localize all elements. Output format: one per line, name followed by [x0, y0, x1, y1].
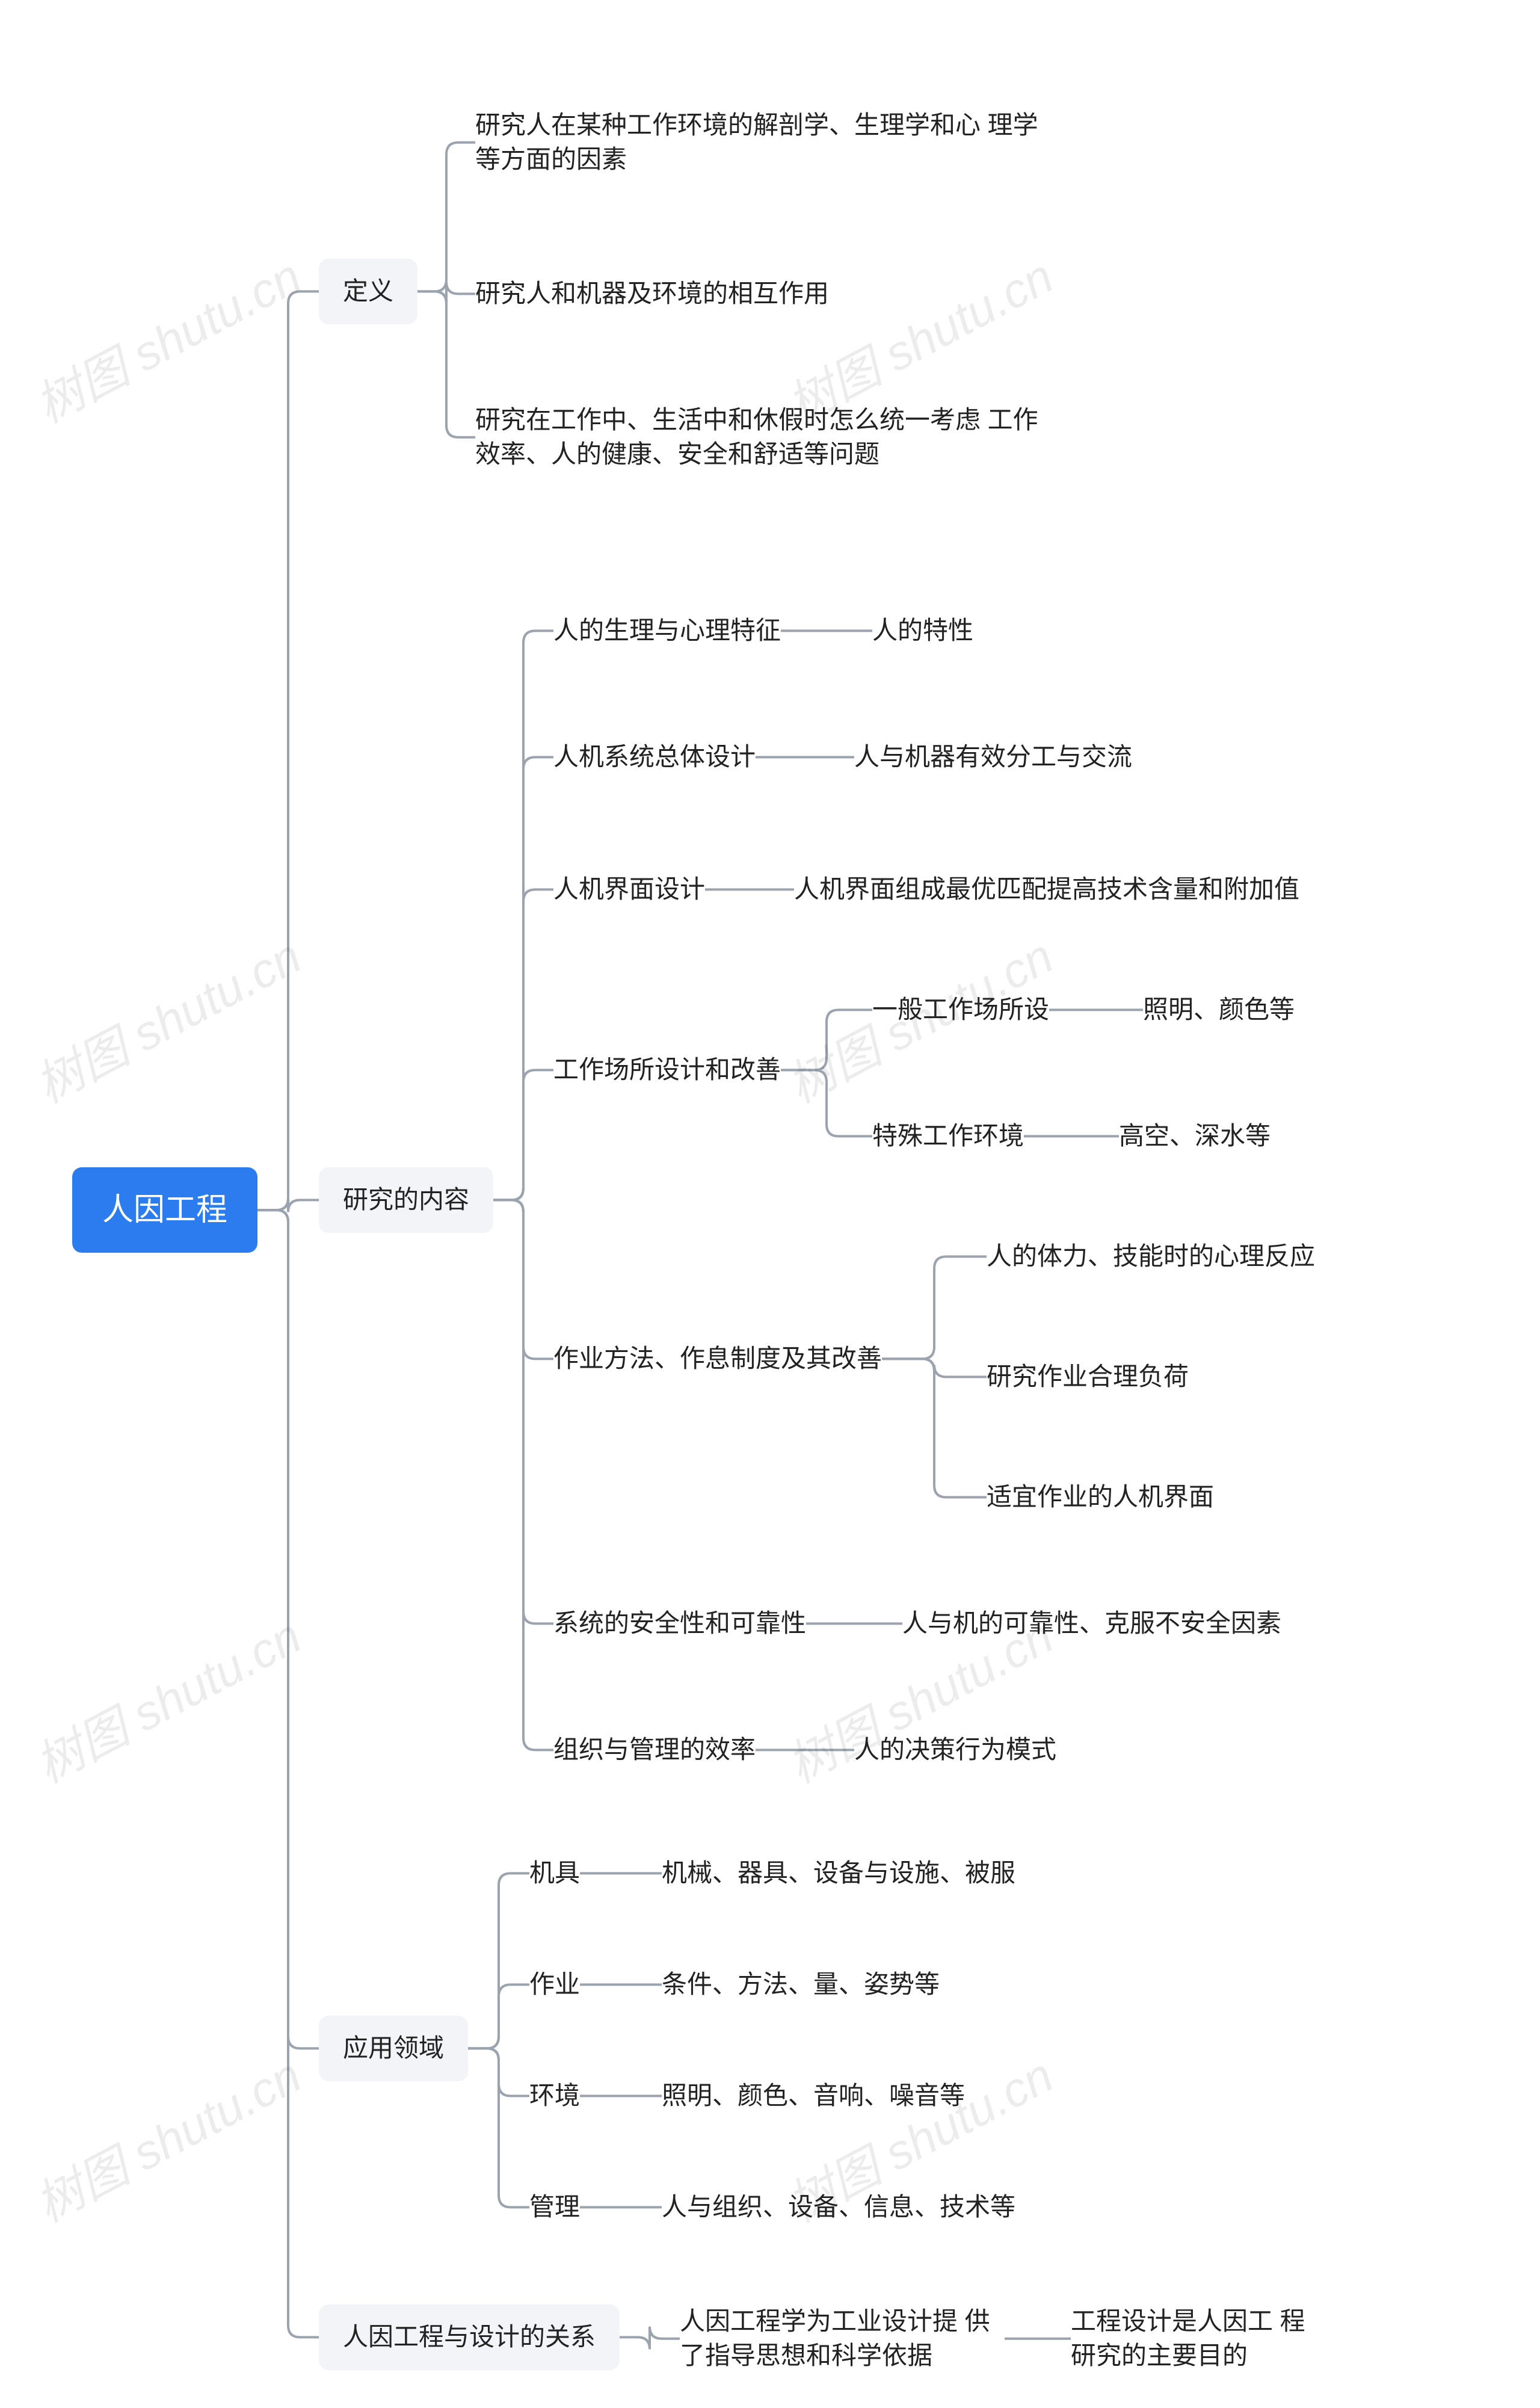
leaf-node: 工程设计是人因工 程研究的主要目的 [1071, 2305, 1323, 2372]
watermark: 树图 shutu.cn [22, 1598, 312, 1797]
leaf-node: 人的体力、技能时的心理反应 [987, 1240, 1315, 1274]
leaf-node: 研究作业合理负荷 [987, 1360, 1189, 1394]
leaf-node: 人机系统总体设计 [553, 740, 756, 774]
leaf-node: 工作场所设计和改善 [553, 1053, 781, 1087]
leaf-node: 作业方法、作息制度及其改善 [553, 1342, 882, 1376]
leaf-node: 照明、颜色等 [1143, 993, 1295, 1027]
leaf-node: 照明、颜色、音响、噪音等 [662, 2079, 965, 2113]
root-node: 人因工程 [72, 1167, 257, 1253]
leaf-node: 机械、器具、设备与设施、被服 [662, 1856, 1015, 1891]
leaf-node: 人与机器有效分工与交流 [854, 740, 1132, 774]
branch-node: 人因工程与设计的关系 [319, 2305, 620, 2370]
leaf-node: 作业 [529, 1968, 580, 2002]
leaf-node: 管理 [529, 2190, 580, 2224]
leaf-node: 人与机的可靠性、克服不安全因素 [902, 1607, 1281, 1641]
leaf-node: 组织与管理的效率 [553, 1733, 756, 1767]
leaf-node: 条件、方法、量、姿势等 [662, 1968, 940, 2002]
watermark: 树图 shutu.cn [22, 918, 312, 1117]
leaf-node: 人的决策行为模式 [854, 1733, 1056, 1767]
mindmap-canvas: 树图 shutu.cn 树图 shutu.cn 树图 shutu.cn 树图 shut… [0, 0, 1540, 2408]
leaf-node: 研究人在某种工作环境的解剖学、生理学和心 理学等方面的因素 [475, 108, 1041, 176]
leaf-node: 系统的安全性和可靠性 [553, 1607, 806, 1641]
leaf-node: 机具 [529, 1856, 580, 1891]
leaf-node: 人与组织、设备、信息、技术等 [662, 2190, 1015, 2224]
branch-node: 应用领域 [319, 2016, 468, 2081]
leaf-node: 人的特性 [872, 614, 973, 648]
leaf-node: 高空、深水等 [1119, 1119, 1270, 1153]
leaf-node: 人的生理与心理特征 [553, 614, 781, 648]
leaf-node: 特殊工作环境 [872, 1119, 1024, 1153]
leaf-node: 适宜作业的人机界面 [987, 1480, 1214, 1514]
branch-node: 研究的内容 [319, 1167, 493, 1233]
leaf-node: 环境 [529, 2079, 580, 2113]
leaf-node: 人机界面设计 [553, 872, 705, 907]
leaf-node: 一般工作场所设 [872, 993, 1049, 1027]
branch-node: 定义 [319, 259, 417, 324]
leaf-node: 研究在工作中、生活中和休假时怎么统一考虑 工作效率、人的健康、安全和舒适等问题 [475, 403, 1041, 471]
leaf-node: 人机界面组成最优匹配提高技术含量和附加值 [794, 872, 1299, 907]
watermark: 树图 shutu.cn [22, 238, 312, 437]
leaf-node: 研究人和机器及环境的相互作用 [475, 277, 829, 311]
watermark: 树图 shutu.cn [22, 2037, 312, 2236]
leaf-node: 人因工程学为工业设计提 供了指导思想和科学依据 [680, 2305, 1005, 2372]
